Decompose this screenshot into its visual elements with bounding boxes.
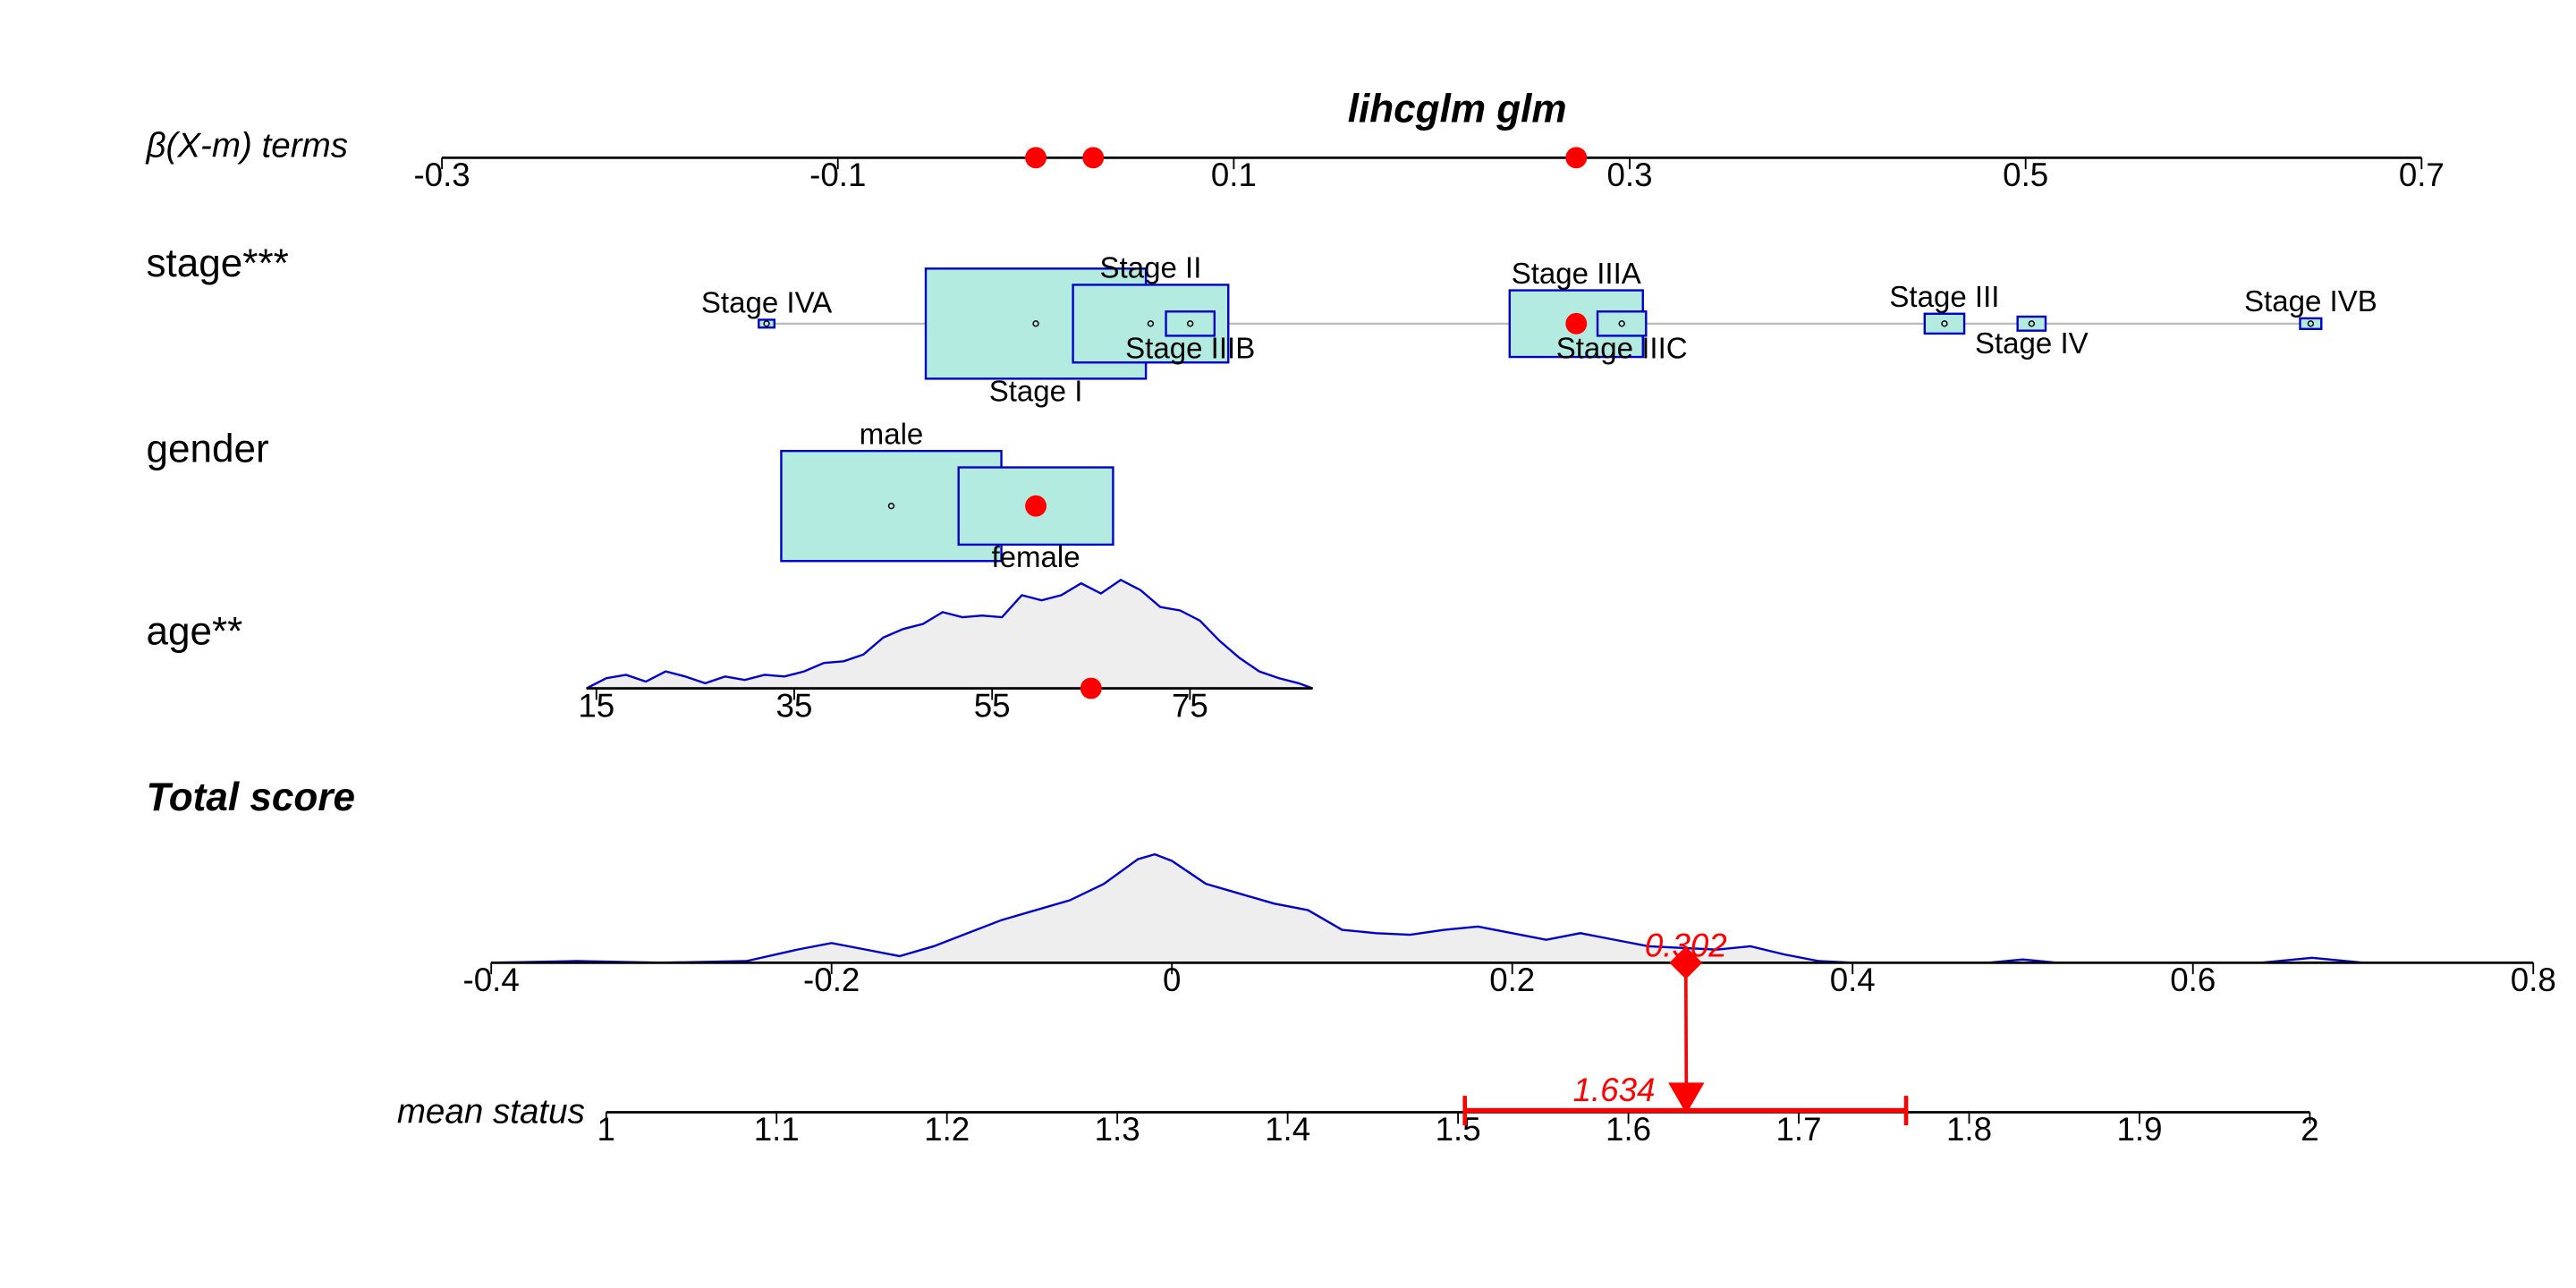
beta-axis-tick-label: 0.7: [2399, 157, 2445, 193]
category-center: [2028, 320, 2036, 327]
category-label: Stage IIIC: [1556, 333, 1688, 366]
category-label: Stage II: [1099, 252, 1201, 285]
beta-axis-tick-label: 0.5: [2003, 157, 2048, 193]
observed-point: [1025, 495, 1046, 517]
mean-axis-tick-label: 1: [597, 1111, 615, 1148]
category-label: Stage IV: [1975, 327, 2089, 360]
beta-point: [1565, 147, 1588, 169]
beta-point: [1082, 147, 1105, 169]
total-axis-tick-label: 0.4: [1830, 962, 1876, 998]
chart-title: lihcglm glm: [1348, 88, 1567, 131]
total-axis-tick-label: 0.6: [2170, 962, 2216, 998]
age-axis-tick-label: 35: [776, 687, 813, 724]
density-curve: [586, 578, 1313, 690]
category-label: female: [991, 541, 1080, 574]
connector: [1683, 962, 1689, 1097]
total-axis-tick-label: -0.4: [463, 962, 520, 998]
total-score-label: Total score: [146, 775, 355, 819]
beta-point: [1025, 147, 1046, 169]
age-axis-tick-label: 75: [1172, 687, 1208, 724]
category-label: Stage III: [1889, 281, 1999, 314]
row-label: gender: [146, 428, 268, 471]
mean-axis-tick-label: 1.7: [1776, 1111, 1822, 1148]
score-value-label: 0.302: [1645, 927, 1727, 963]
beta-axis-tick-label: -0.3: [413, 157, 470, 193]
beta-axis-tick-label: -0.1: [809, 157, 866, 193]
category-box: [1165, 310, 1216, 337]
category-box: [1923, 312, 1966, 335]
category-box: [2016, 315, 2047, 332]
beta-axis-tick-label: 0.1: [1211, 157, 1257, 193]
mean-axis-tick-label: 1.3: [1095, 1111, 1140, 1148]
category-label: Stage IVA: [701, 287, 832, 320]
mean-axis-tick-label: 1.1: [754, 1111, 800, 1148]
total-axis-tick-label: 0.2: [1489, 962, 1535, 998]
density-curve: [491, 852, 2364, 964]
status-value-label: 1.634: [1573, 1072, 1656, 1108]
category-label: Stage IIIB: [1125, 333, 1255, 366]
mean-axis-tick-label: 1.8: [1946, 1111, 1992, 1148]
category-center: [1147, 320, 1155, 327]
age-axis-tick-label: 55: [974, 687, 1011, 724]
category-center: [1941, 320, 1948, 327]
total-axis-tick-label: 0.8: [2511, 962, 2556, 998]
mean-axis-tick-label: 1.6: [1606, 1111, 1651, 1148]
row-label: age**: [146, 610, 242, 654]
status-marker: [1668, 1082, 1705, 1114]
category-box: [2299, 317, 2323, 330]
total-axis-tick-label: 0: [1163, 962, 1181, 998]
row-label: stage***: [146, 242, 288, 285]
score-marker: [1669, 945, 1703, 979]
mean-axis-tick-label: 1.2: [924, 1111, 970, 1148]
beta-axis-label: β(X-m) terms: [145, 126, 348, 165]
observed-point: [1565, 312, 1588, 335]
total-axis-tick-label: -0.2: [803, 962, 860, 998]
category-center: [2307, 320, 2315, 327]
category-center: [1032, 320, 1039, 327]
category-label: Stage IVB: [2244, 285, 2377, 318]
observed-point: [1080, 677, 1102, 699]
category-box: [758, 318, 776, 329]
mean-status-label: mean status: [397, 1092, 585, 1131]
category-label: Stage IIIA: [1512, 258, 1641, 291]
mean-axis-tick-label: 1.5: [1436, 1111, 1481, 1148]
category-center: [763, 320, 770, 327]
category-center: [887, 503, 895, 510]
category-center: [1618, 320, 1625, 327]
mean-axis-tick-label: 2: [2301, 1111, 2318, 1148]
mean-axis-tick-label: 1.4: [1265, 1111, 1310, 1148]
category-box: [1596, 310, 1648, 337]
age-axis-tick-label: 15: [578, 687, 614, 724]
category-center: [1187, 320, 1194, 327]
beta-axis-tick-label: 0.3: [1607, 157, 1653, 193]
category-label: male: [860, 418, 924, 451]
category-label: Stage I: [989, 376, 1083, 409]
mean-axis-tick-label: 1.9: [2116, 1111, 2162, 1148]
